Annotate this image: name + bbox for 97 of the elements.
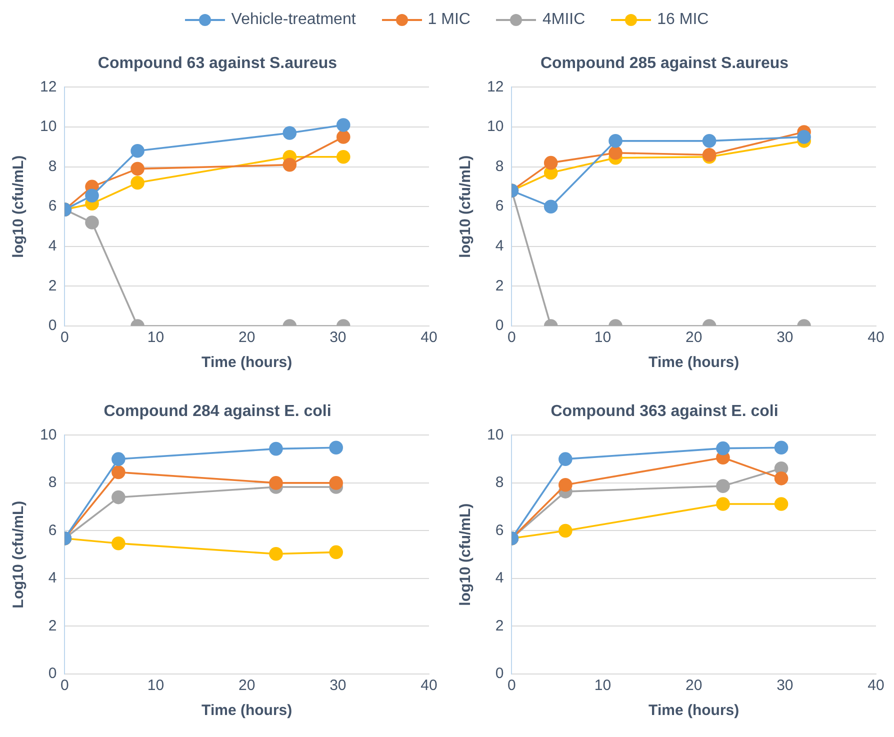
point <box>85 188 99 203</box>
point <box>797 130 811 144</box>
point <box>558 478 572 492</box>
point <box>112 452 126 466</box>
y-axis-title: Log10 (cfu/mL) <box>10 500 28 608</box>
y-tick-label: 8 <box>48 474 57 492</box>
legend-label: 16 MIC <box>657 11 709 29</box>
y-tick-label: 4 <box>48 238 57 255</box>
y-tick-label: 0 <box>48 665 57 682</box>
x-axis-title: Time (hours) <box>648 702 740 720</box>
point <box>282 126 297 140</box>
y-tick-label: 12 <box>486 78 504 96</box>
x-axis-title: Time (hours) <box>202 354 292 372</box>
y-tick-label: 6 <box>48 198 57 215</box>
point <box>130 176 144 190</box>
y-axis-title: log10 (cfu/mL) <box>457 155 474 258</box>
y-tick-label: 8 <box>495 158 504 175</box>
point <box>558 524 572 538</box>
point <box>336 150 350 164</box>
x-tick-label: 40 <box>420 329 438 346</box>
point <box>702 134 716 148</box>
chart-title: Compound 284 against E. coli <box>104 403 332 420</box>
x-tick-label: 0 <box>60 329 69 346</box>
y-axis-title: log10 (cfu/mL) <box>10 155 28 258</box>
y-tick-label: 10 <box>40 426 57 444</box>
y-tick-label: 12 <box>40 78 57 96</box>
x-tick-label: 20 <box>238 677 256 694</box>
chart-title: Compound 285 against S.aureus <box>540 55 789 72</box>
y-tick-label: 4 <box>48 570 57 587</box>
y-tick-label: 10 <box>486 118 504 136</box>
x-tick-label: 0 <box>508 329 516 346</box>
y-tick-label: 0 <box>495 317 504 334</box>
y-tick-label: 10 <box>40 118 57 136</box>
point <box>112 536 126 550</box>
point <box>716 497 730 511</box>
point <box>774 497 788 511</box>
point <box>774 472 788 486</box>
x-tick-label: 30 <box>330 677 346 694</box>
chart-title: Compound 363 against E. coli <box>550 403 778 420</box>
x-tick-label: 20 <box>686 329 702 346</box>
legend-label: 4MIIC <box>542 11 586 29</box>
point <box>716 479 730 493</box>
y-tick-label: 2 <box>495 617 504 634</box>
y-tick-label: 4 <box>495 238 504 255</box>
y-tick-label: 6 <box>48 522 57 539</box>
y-tick-label: 2 <box>48 277 57 294</box>
x-tick-label: 10 <box>594 329 612 346</box>
y-tick-label: 2 <box>495 277 504 294</box>
y-tick-label: 10 <box>486 426 504 444</box>
point <box>336 118 350 132</box>
x-tick-label: 30 <box>776 677 794 694</box>
x-tick-label: 0 <box>60 677 69 694</box>
x-tick-label: 10 <box>147 329 164 346</box>
x-tick-label: 40 <box>420 677 438 694</box>
point <box>336 130 350 144</box>
point <box>774 440 788 455</box>
point <box>85 216 99 230</box>
x-tick-label: 0 <box>508 677 516 694</box>
legend-label: Vehicle-treatment <box>231 11 356 29</box>
x-tick-label: 10 <box>147 677 164 694</box>
point <box>608 134 622 148</box>
y-tick-label: 8 <box>48 158 57 175</box>
point <box>544 200 558 214</box>
y-tick-label: 2 <box>48 617 57 634</box>
x-tick-label: 30 <box>776 329 794 346</box>
x-axis-title: Time (hours) <box>202 702 292 720</box>
y-tick-label: 0 <box>495 665 504 682</box>
y-tick-label: 6 <box>495 198 504 215</box>
point <box>282 158 297 172</box>
y-tick-label: 8 <box>495 474 504 492</box>
point <box>329 476 343 490</box>
x-tick-label: 40 <box>868 329 884 346</box>
point <box>269 442 283 456</box>
point <box>269 546 283 561</box>
x-tick-label: 40 <box>868 677 884 694</box>
y-tick-label: 4 <box>495 570 504 587</box>
x-tick-label: 20 <box>238 329 256 346</box>
x-tick-label: 10 <box>594 677 612 694</box>
point <box>130 162 144 176</box>
y-axis-title: log10 (cfu/mL) <box>457 503 474 606</box>
point <box>558 452 572 466</box>
point <box>608 146 622 160</box>
point <box>716 441 730 456</box>
point <box>130 144 144 158</box>
x-tick-label: 30 <box>330 329 346 346</box>
legend-label: 1 MIC <box>428 11 470 29</box>
chart-title: Compound 63 against S.aureus <box>98 55 338 72</box>
y-tick-label: 0 <box>48 317 57 334</box>
x-tick-label: 20 <box>686 677 702 694</box>
x-axis-title: Time (hours) <box>648 354 740 372</box>
point <box>112 465 126 480</box>
point <box>329 545 343 560</box>
point <box>112 490 126 504</box>
point <box>269 476 283 490</box>
point <box>329 440 343 455</box>
point <box>544 156 558 170</box>
y-tick-label: 6 <box>495 522 504 539</box>
